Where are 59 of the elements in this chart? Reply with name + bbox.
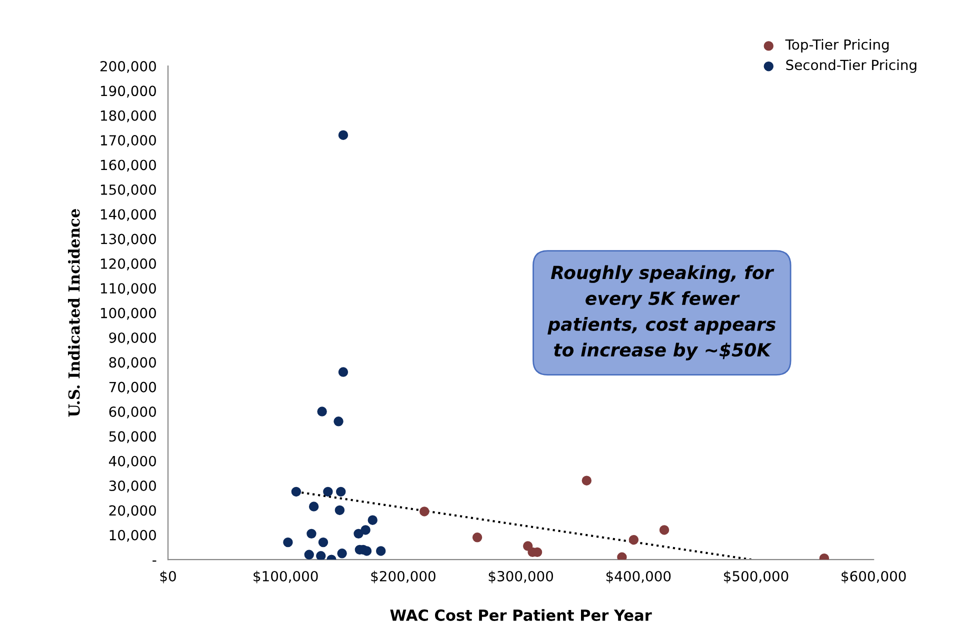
annotation: Roughly speaking, for every 5K fewer patients, cost appears to increase by ~$50K bbox=[548, 265, 776, 360]
point bbox=[582, 476, 592, 486]
point bbox=[334, 416, 344, 426]
point bbox=[617, 552, 627, 560]
point bbox=[308, 502, 319, 512]
y-tick-label: 70,000 bbox=[109, 382, 156, 394]
y-tick-label: 80,000 bbox=[109, 357, 156, 370]
y-tick-label: 20,000 bbox=[109, 505, 156, 518]
y-tick-label: 90,000 bbox=[109, 332, 156, 344]
y-tick-label: 150,000 bbox=[100, 184, 156, 196]
y-tick-label: 10,000 bbox=[110, 530, 156, 542]
y-tick-label: 60,000 bbox=[109, 406, 156, 418]
y-tick-label: 120,000 bbox=[100, 258, 156, 270]
point bbox=[420, 506, 430, 516]
y-tick-label: 160,000 bbox=[100, 160, 156, 172]
y-tick-label: 110,000 bbox=[100, 283, 156, 296]
y-tick-label: 130,000 bbox=[100, 234, 156, 246]
legend-label: Second-Tier Pricing bbox=[786, 59, 916, 73]
point bbox=[338, 130, 348, 140]
y-tick-label: 200,000 bbox=[100, 60, 156, 73]
x-tick-label: $0 bbox=[160, 570, 176, 584]
y-tick-label: 180,000 bbox=[100, 110, 156, 122]
y-tick-label: 30,000 bbox=[109, 480, 156, 492]
point bbox=[323, 486, 333, 497]
y-tick-label: - bbox=[152, 560, 156, 562]
y-tick-label: 50,000 bbox=[109, 431, 156, 444]
point bbox=[354, 528, 364, 539]
point bbox=[337, 548, 347, 558]
x-tick-label: $400,000 bbox=[606, 570, 671, 584]
y-tick-label: 100,000 bbox=[100, 308, 156, 320]
point bbox=[334, 505, 345, 516]
y-axis-title: U.S. Indicated Incidence bbox=[68, 209, 80, 417]
point bbox=[472, 532, 482, 542]
point bbox=[306, 528, 316, 539]
y-tick-label: 170,000 bbox=[100, 135, 156, 147]
point bbox=[368, 515, 378, 525]
y-tick-label: 190,000 bbox=[100, 86, 156, 98]
x-tick-label: $200,000 bbox=[371, 570, 436, 584]
point bbox=[318, 537, 328, 548]
y-tick-label: 140,000 bbox=[100, 209, 156, 221]
x-tick-label: $100,000 bbox=[254, 570, 318, 584]
point bbox=[376, 546, 386, 556]
point bbox=[659, 525, 670, 535]
point bbox=[336, 486, 346, 497]
y-tick-label: 40,000 bbox=[108, 456, 156, 468]
point bbox=[338, 367, 348, 377]
x-tick-label: $500,000 bbox=[724, 570, 788, 584]
point bbox=[283, 537, 293, 548]
point bbox=[291, 486, 302, 497]
point bbox=[360, 525, 370, 535]
legend-label: Top-Tier Pricing bbox=[785, 39, 889, 52]
x-tick-label: $300,000 bbox=[488, 570, 554, 584]
point bbox=[317, 406, 327, 416]
x-axis-title: WAC Cost Per Patient Per Year bbox=[390, 609, 652, 621]
x-tick-label: $600,000 bbox=[842, 570, 906, 584]
point bbox=[304, 550, 314, 560]
point bbox=[522, 541, 533, 551]
point bbox=[316, 551, 326, 560]
point bbox=[628, 534, 639, 545]
